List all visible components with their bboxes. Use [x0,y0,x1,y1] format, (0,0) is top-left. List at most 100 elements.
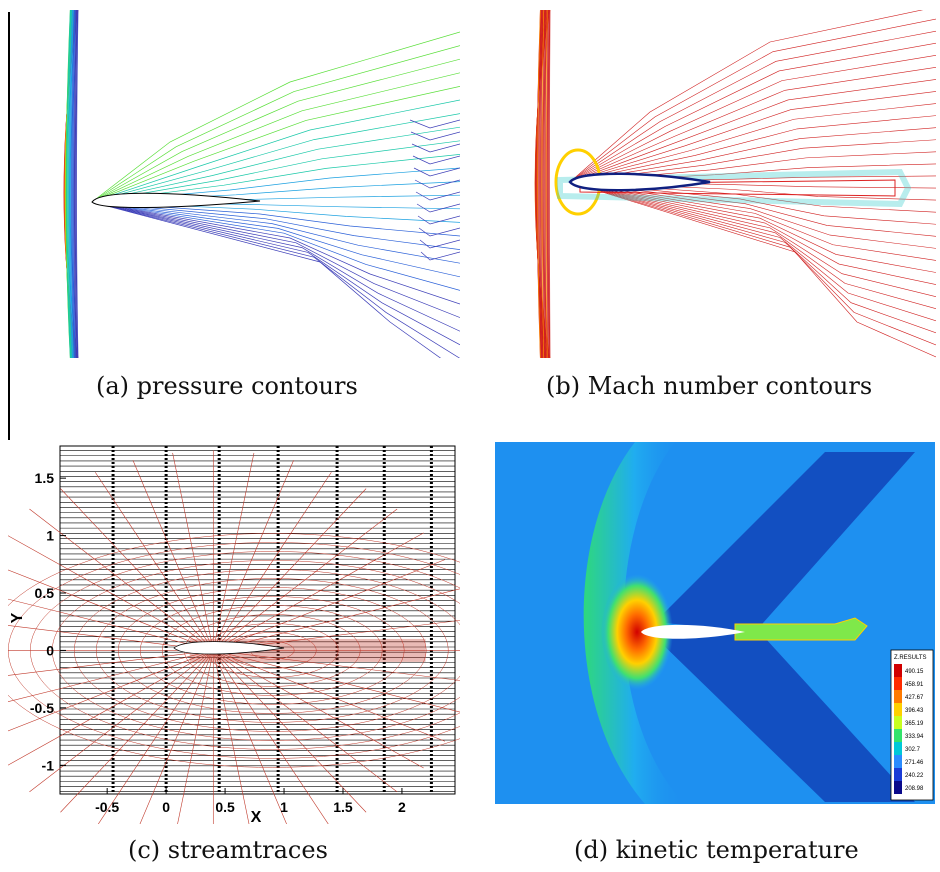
stagnation-hotspot [601,574,673,690]
mach-shock-line [538,10,542,358]
mesh-edge [213,650,460,681]
kinetic-temperature-plot: Z.RESULTS 490.15 458.91 427.67 396.43 365.19… [495,442,935,804]
mach-radial-line [569,127,936,183]
pressure-radial-line [91,201,460,305]
mesh-edge [213,650,424,769]
mesh-ring [161,605,383,696]
mach-shock-line [539,10,543,358]
mesh-edge [213,650,446,742]
legend-swatch [894,703,902,716]
x-tick-label: -0.5 [95,799,119,815]
mesh-ring [30,551,460,750]
pressure-far-line [409,119,460,129]
y-tick-label: -0.5 [30,700,54,716]
mach-radial-line [569,18,936,183]
mesh-edge [8,535,214,651]
mach-shock-line [542,10,545,358]
legend-value: 458.91 [905,682,924,688]
mesh-edge [213,650,460,713]
legend-swatch [894,742,902,755]
legend-value: 396.43 [905,708,924,714]
legend-value: 271.46 [905,760,924,766]
y-tick-label: -1 [42,757,55,773]
cold-region-upper [655,452,915,632]
pressure-radial-line [91,58,460,203]
pressure-radial-line [91,72,460,203]
pressure-radial-line [91,99,460,203]
pressure-radial-line [91,31,460,203]
mesh-edge [212,452,255,651]
mach-shock-line [541,10,545,358]
legend-value: 302.7 [905,747,921,753]
pressure-shock-line [69,10,74,358]
legend-swatch [894,664,902,677]
cold-region-lower [655,627,915,802]
mach-radial-line [569,91,936,183]
mach-radial-line [569,181,936,249]
mesh-edge [94,472,214,651]
mesh-edge [29,650,214,793]
mach-radial-line [569,181,936,273]
pressure-shock-line [67,10,72,358]
pressure-shock-line [72,10,76,358]
mach-radial-line [569,79,936,183]
pressure-shock-line [71,10,75,358]
mesh-edge [8,650,214,766]
pressure-far-line [420,251,460,261]
x-axis-label: X [251,809,262,824]
pressure-shock-line [66,10,71,358]
mesh-edge [8,650,214,676]
legend-value: 490.15 [905,669,924,675]
mesh-edge [8,650,214,703]
mesh-ring [52,560,460,741]
legend-swatch [894,781,902,794]
mach-shock-line [543,10,546,358]
x-tick-label: 1.5 [333,799,353,815]
pressure-shock-line [67,10,72,358]
pressure-far-line [413,167,460,177]
pressure-radial-line [91,201,460,237]
pressure-far-line [411,143,460,153]
y-axis-label: Y [9,612,26,623]
mach-shock-line [548,10,550,358]
legend-swatch [894,755,902,768]
legend-title: Z.RESULTS [894,655,927,661]
pressure-far-line [415,191,460,201]
mesh-edge [172,452,214,651]
mach-radial-line [569,115,936,183]
mesh-edge [8,650,214,732]
mach-wake-band [557,168,912,208]
legend-swatch [894,729,902,742]
mesh-edge [177,650,214,824]
mesh-edge [29,508,214,651]
pressure-radial-line [91,201,460,250]
mach-radial-line [569,181,936,285]
pressure-far-line [414,179,460,189]
pressure-radial-line [91,113,460,203]
mesh-edge [213,559,446,651]
airfoil-shape-b [568,172,711,192]
x-tick-label: 0.5 [215,799,235,815]
legend-box: Z.RESULTS 490.15 458.91 427.67 396.43 365.19… [890,649,934,801]
pressure-radial-line [91,201,460,332]
mach-radial-line [569,67,936,183]
pressure-shock-line [73,10,77,358]
pressure-contour-lines [63,10,460,358]
mesh-edge [8,598,214,651]
pressure-radial-line [91,201,442,358]
mach-contours-plot [534,10,936,358]
mesh-edge [60,488,214,651]
x-tick-label: 1 [280,799,288,815]
shock-arc-outer [583,442,685,804]
pressure-shock-line [72,10,76,358]
pressure-radial-line [91,201,460,278]
legend-swatch [894,768,902,781]
mach-radial-line [569,103,936,183]
mach-shock-line [549,10,551,358]
mesh-edge [60,650,214,813]
legend-value: 427.67 [905,695,924,701]
caption-c: (c) streamtraces [128,836,328,864]
x-tick-label: 0 [162,799,170,815]
mach-shock-line [537,10,541,358]
mach-shock-line [545,10,548,358]
